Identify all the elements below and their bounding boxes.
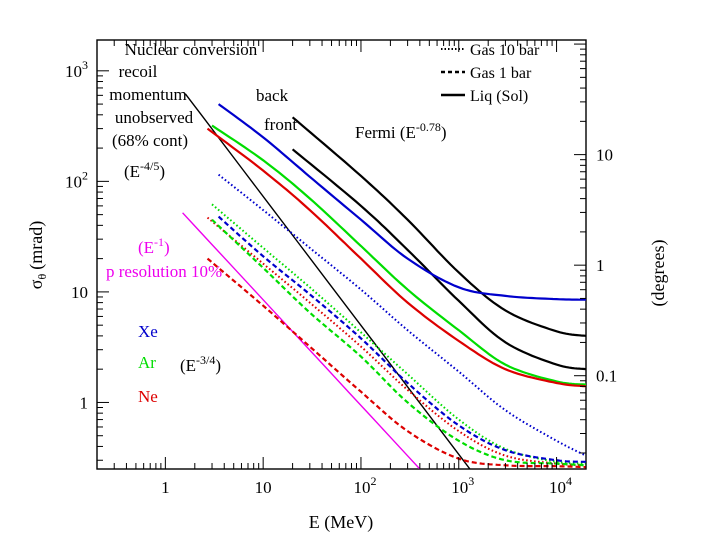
y-tick-label: 103 — [65, 58, 88, 81]
plot-frame — [96, 39, 587, 470]
anno-nuclear-line-4: unobserved — [115, 108, 194, 127]
y-tick-label: 10 — [71, 283, 88, 302]
label-xe: Xe — [138, 322, 158, 341]
anno-p-res-scaling: (E-1) — [138, 235, 170, 257]
series-ar-gas-10-bar — [211, 203, 586, 465]
anno-nuclear-line-3: momentum — [109, 85, 186, 104]
series-ne-liq — [206, 127, 586, 388]
y2-tick-label: 0.1 — [596, 367, 617, 386]
series-layer — [182, 93, 586, 469]
series-fermi-front — [291, 148, 586, 371]
x-tick-label: 102 — [353, 474, 376, 497]
x-tick-label: 103 — [451, 474, 474, 497]
anno-front: front — [264, 115, 297, 134]
y2-axis-title: (degrees) — [648, 240, 669, 307]
anno-nuclear-line-1: Nuclear conversion — [125, 40, 258, 59]
y2-tick-label: 10 — [596, 146, 613, 165]
anno-nuclear-line-5: (68% cont) — [112, 131, 188, 150]
series-xe-gas-10-bar — [217, 173, 586, 457]
legend: Gas 10 bar Gas 1 bar Liq (Sol) — [441, 42, 540, 105]
axis-layer: 1 10 102 103 104 1 10 102 103 0.1 1 10 — [65, 40, 617, 497]
x-axis-title: E (MeV) — [309, 512, 373, 533]
x-tick-label: 1 — [161, 478, 170, 497]
series-nuclear-recoil — [184, 93, 471, 469]
label-ar: Ar — [138, 353, 156, 372]
series-ar-gas-1-bar — [211, 218, 586, 467]
y-axis-title: σθ(mrad) — [26, 221, 49, 289]
y2-tick-label: 1 — [596, 256, 605, 275]
series-ne-gas-10-bar — [206, 216, 586, 467]
legend-label-gas-1-bar: Gas 1 bar — [470, 65, 532, 82]
y-tick-label: 1 — [80, 393, 89, 412]
anno-fermi: Fermi (E-0.78) — [355, 120, 447, 142]
anno-ar-scaling: (E-3/4) — [180, 353, 221, 375]
anno-nuclear-line-2: recoil — [119, 62, 158, 81]
legend-label-liq-sol: Liq (Sol) — [470, 88, 528, 105]
series-ne-gas-1-bar — [206, 257, 586, 469]
series-fermi-back — [291, 116, 586, 337]
series-p-resolution-10 — [182, 212, 421, 469]
anno-back: back — [256, 86, 289, 105]
y-tick-label: 102 — [65, 168, 88, 191]
label-ne: Ne — [138, 387, 158, 406]
anno-p-res: p resolution 10% — [106, 262, 222, 281]
x-tick-label: 104 — [549, 474, 572, 497]
anno-nuclear-scaling: (E-4/5) — [124, 159, 165, 181]
legend-label-gas-10-bar: Gas 10 bar — [470, 42, 540, 59]
series-xe-gas-1-bar — [217, 215, 586, 463]
series-ar-liq — [211, 124, 586, 386]
x-tick-label: 10 — [255, 478, 272, 497]
series-xe-liq — [217, 103, 586, 301]
